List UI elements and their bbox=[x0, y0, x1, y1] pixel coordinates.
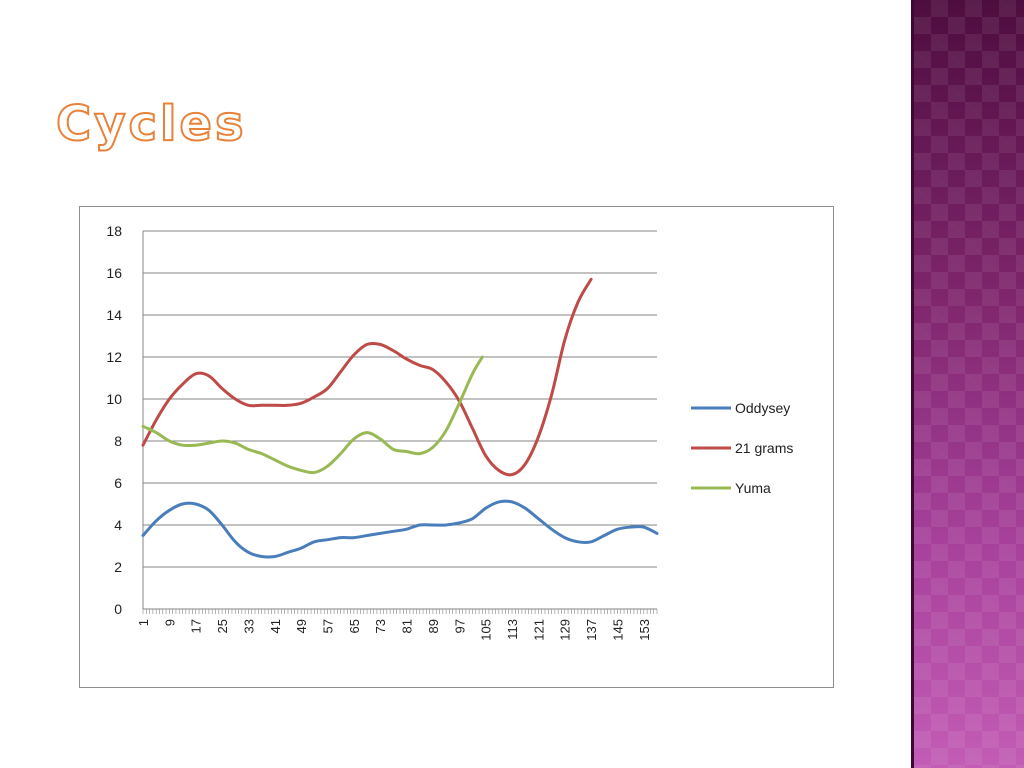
x-tick-label: 49 bbox=[294, 619, 309, 633]
x-tick-label: 17 bbox=[189, 619, 204, 633]
x-tick-label: 65 bbox=[347, 619, 362, 633]
y-tick-label: 14 bbox=[106, 307, 122, 323]
x-tick-label: 97 bbox=[452, 619, 467, 633]
x-tick-label: 81 bbox=[400, 619, 415, 633]
x-tick-label: 89 bbox=[426, 619, 441, 633]
x-tick-label: 73 bbox=[373, 619, 388, 633]
axes bbox=[142, 231, 658, 614]
y-tick-label: 2 bbox=[114, 559, 122, 575]
x-tick-label: 41 bbox=[268, 619, 283, 633]
y-tick-label: 4 bbox=[114, 517, 122, 533]
gridlines bbox=[143, 230, 657, 568]
x-tick-label: 33 bbox=[241, 619, 256, 633]
series-line-yuma bbox=[141, 355, 484, 475]
y-tick-label: 10 bbox=[106, 391, 122, 407]
x-tick-label: 153 bbox=[637, 619, 652, 641]
series-lines bbox=[141, 277, 659, 559]
side-band-edge bbox=[911, 0, 914, 768]
x-tick-label: 1 bbox=[136, 619, 151, 626]
y-tick-label: 12 bbox=[106, 349, 122, 365]
slide-title: Cycles bbox=[55, 96, 247, 152]
y-tick-labels: 0 2 4 6 8 10 12 14 16 18 bbox=[106, 223, 122, 617]
series-line-21-grams bbox=[141, 277, 593, 477]
y-tick-label: 16 bbox=[106, 265, 122, 281]
legend-label-oddysey: Oddysey bbox=[735, 400, 790, 416]
series-line-oddysey bbox=[141, 499, 659, 559]
chart-frame: 0 2 4 6 8 10 12 14 16 18 1 9 17 25 33 41 49 57 65 73 81 89 97… bbox=[79, 206, 834, 688]
x-tick-label: 25 bbox=[215, 619, 230, 633]
x-tick-label: 105 bbox=[479, 619, 494, 641]
y-tick-label: 6 bbox=[114, 475, 122, 491]
x-tick-label: 145 bbox=[610, 619, 625, 641]
x-tick-label: 9 bbox=[162, 619, 177, 626]
x-tick-labels: 1 9 17 25 33 41 49 57 65 73 81 89 97 105 113 121 129 137 1… bbox=[136, 619, 652, 641]
legend-label-21-grams: 21 grams bbox=[735, 440, 793, 456]
x-tick-label: 57 bbox=[321, 619, 336, 633]
y-tick-label: 18 bbox=[106, 223, 122, 239]
x-tick-label: 129 bbox=[558, 619, 573, 641]
legend-label-yuma: Yuma bbox=[735, 480, 771, 496]
y-tick-label: 0 bbox=[114, 601, 122, 617]
x-tick-label: 137 bbox=[584, 619, 599, 641]
legend: Oddysey 21 grams Yuma bbox=[691, 400, 793, 496]
x-tick-label: 113 bbox=[505, 619, 520, 640]
y-tick-label: 8 bbox=[114, 433, 122, 449]
x-tick-label: 121 bbox=[531, 619, 546, 641]
line-chart: 0 2 4 6 8 10 12 14 16 18 1 9 17 25 33 41 49 57 65 73 81 89 97… bbox=[106, 223, 793, 641]
decorative-side-band bbox=[914, 0, 1024, 768]
